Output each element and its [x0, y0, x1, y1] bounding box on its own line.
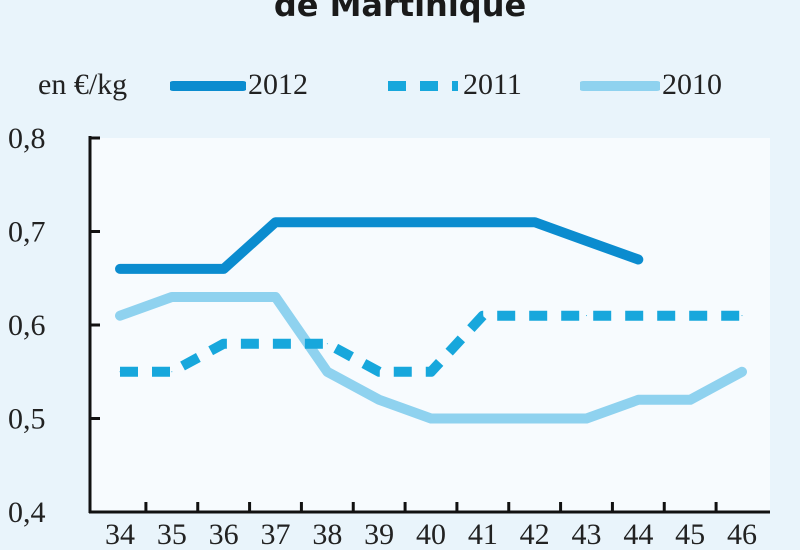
legend-swatch-2010: [580, 81, 660, 91]
x-tick-label: 43: [572, 518, 602, 550]
data-point-2012: [223, 268, 225, 270]
x-tick-label: 39: [364, 518, 394, 550]
x-tick-label: 45: [675, 518, 705, 550]
x-tick-label: 41: [468, 518, 498, 550]
data-point-2011: [326, 343, 328, 345]
y-tick-label: 0,4: [8, 496, 46, 529]
data-point-2012: [637, 259, 639, 261]
data-point-2010: [275, 296, 276, 298]
x-tick-label: 34: [105, 518, 135, 550]
legend-label-2011: 2011: [463, 68, 522, 101]
data-point-2010: [171, 296, 173, 298]
data-point-2010: [689, 399, 691, 401]
legend-swatch-2011: [388, 81, 458, 91]
legend-item-2011: 2011: [385, 68, 545, 104]
data-point-2012: [378, 221, 380, 223]
y-tick-label: 0,5: [8, 403, 46, 436]
data-point-2011: [741, 315, 743, 317]
data-point-2011: [171, 371, 173, 373]
data-point-2012: [430, 221, 432, 223]
x-tick-label: 40: [416, 518, 446, 550]
data-point-2010: [119, 315, 121, 317]
data-point-2012: [586, 240, 587, 242]
legend-label-2012: 2012: [248, 68, 308, 101]
data-point-2011: [586, 315, 587, 317]
data-point-2011: [119, 371, 121, 373]
legend-item-2010: 2010: [580, 68, 740, 104]
y-tick-label: 0,6: [8, 309, 46, 342]
legend-swatch-2012: [170, 81, 246, 91]
x-tick-label: 37: [261, 518, 291, 550]
data-point-2012: [326, 221, 328, 223]
data-point-2011: [275, 343, 276, 345]
data-point-2011: [534, 315, 536, 317]
x-tick-label: 42: [520, 518, 550, 550]
x-tick-label: 36: [209, 518, 239, 550]
data-point-2012: [275, 221, 276, 223]
data-point-2012: [119, 268, 121, 270]
x-tick-label: 35: [157, 518, 187, 550]
data-point-2011: [637, 315, 639, 317]
chart-title: de Martinique: [273, 0, 527, 24]
data-point-2010: [326, 371, 328, 373]
data-point-2010: [586, 418, 587, 419]
data-point-2011: [482, 315, 484, 317]
data-point-2010: [430, 418, 432, 419]
data-point-2011: [223, 343, 225, 345]
data-point-2011: [689, 315, 691, 317]
data-point-2010: [223, 296, 225, 298]
data-point-2011: [430, 371, 432, 373]
data-point-2010: [637, 399, 639, 401]
x-tick-label: 44: [623, 518, 653, 550]
legend-item-2012: 2012: [170, 68, 330, 104]
x-tick-label: 46: [727, 518, 757, 550]
data-point-2010: [482, 418, 484, 419]
y-tick-label: 0,7: [8, 216, 46, 249]
data-point-2011: [378, 371, 380, 373]
y-tick-label: 0,8: [8, 122, 46, 155]
data-point-2010: [741, 371, 743, 373]
data-point-2010: [378, 399, 380, 401]
legend-label-2010: 2010: [662, 68, 722, 101]
data-point-2010: [534, 418, 536, 419]
x-tick-label: 38: [312, 518, 342, 550]
data-point-2012: [171, 268, 173, 270]
y-unit-label: en €/kg: [38, 68, 128, 101]
data-point-2012: [482, 221, 484, 223]
plot-area: [90, 138, 770, 512]
data-point-2012: [534, 221, 536, 223]
